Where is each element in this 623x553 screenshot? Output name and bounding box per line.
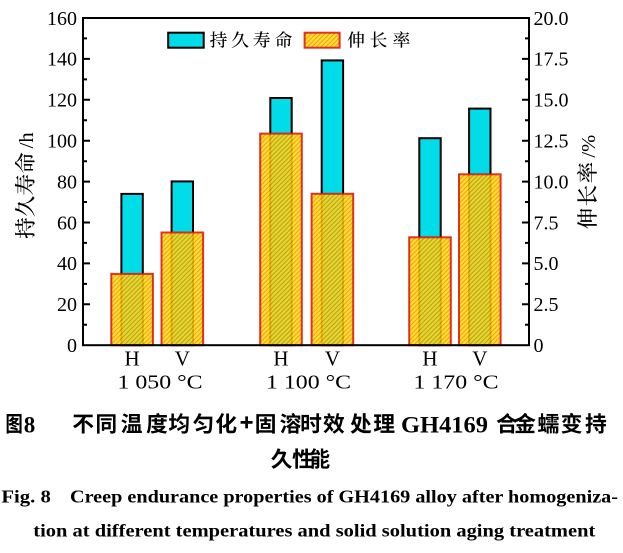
svg-text:Fig. 8: Fig. 8 [1, 487, 51, 507]
svg-text:7.5: 7.5 [534, 212, 559, 234]
svg-text:/h: /h [16, 132, 38, 148]
svg-text:15.0: 15.0 [534, 90, 569, 112]
svg-text:5.0: 5.0 [534, 253, 559, 275]
svg-text:10.0: 10.0 [534, 171, 569, 193]
svg-text:60: 60 [57, 212, 77, 234]
svg-text:tion at different temperatures: tion at different temperatures and solid… [33, 520, 595, 540]
svg-text:8: 8 [24, 412, 36, 437]
svg-text:140: 140 [47, 49, 77, 71]
svg-text:40: 40 [57, 253, 77, 275]
svg-text:20.0: 20.0 [534, 8, 569, 30]
svg-text:160: 160 [47, 8, 77, 30]
svg-text:Creep endurance properties of: Creep endurance properties of GH4169 all… [70, 487, 618, 507]
svg-text:2.5: 2.5 [534, 294, 559, 316]
svg-text:H: H [125, 347, 140, 371]
svg-text:GH4169: GH4169 [401, 412, 488, 437]
svg-text:120: 120 [47, 90, 77, 112]
svg-text:/%: /% [578, 135, 600, 158]
svg-text:100: 100 [47, 131, 77, 153]
svg-text:V: V [325, 347, 340, 371]
svg-text:12.5: 12.5 [534, 131, 569, 153]
svg-text:1 100 °C: 1 100 °C [266, 372, 351, 394]
svg-text:1 050 °C: 1 050 °C [118, 372, 203, 394]
svg-text:1 170 °C: 1 170 °C [414, 372, 499, 394]
svg-text:0: 0 [534, 335, 544, 357]
svg-text:80: 80 [57, 171, 77, 193]
svg-text:V: V [175, 347, 190, 371]
svg-text:V: V [472, 347, 487, 371]
svg-text:H: H [422, 347, 437, 371]
svg-text:0: 0 [67, 335, 77, 357]
svg-text:17.5: 17.5 [534, 49, 569, 71]
svg-text:H: H [273, 347, 288, 371]
svg-text:20: 20 [57, 294, 77, 316]
